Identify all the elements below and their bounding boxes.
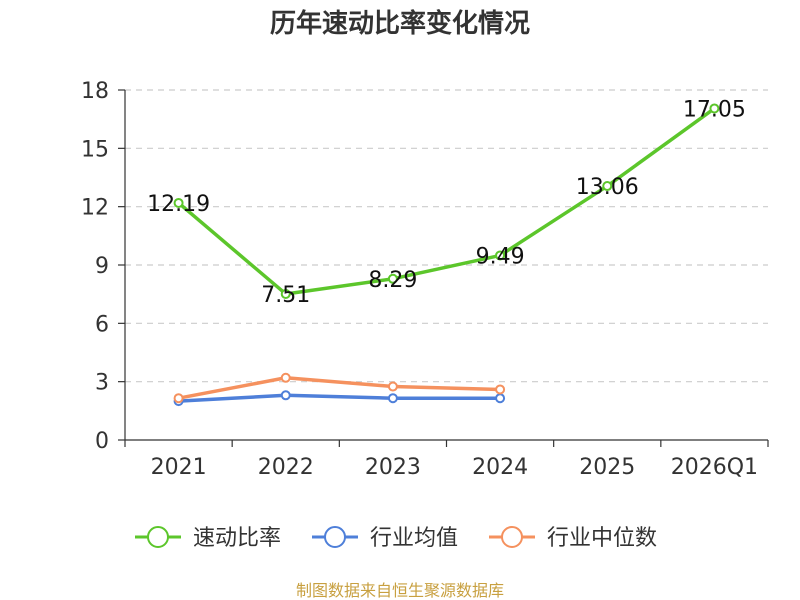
chart-title: 历年速动比率变化情况: [270, 8, 530, 39]
data-label: 9.49: [476, 244, 525, 269]
data-point: [495, 250, 506, 261]
legend-label: 速动比率: [193, 526, 281, 551]
series-line: [178, 376, 501, 400]
data-point: [387, 393, 398, 404]
x-tick-label: 2021: [151, 455, 207, 480]
data-labels: 12.19 7.51 8.29 9.49 13.06 17.05: [147, 97, 746, 308]
legend-label: 行业均值: [370, 526, 458, 551]
data-point: [387, 273, 398, 284]
y-tick-label: 18: [81, 79, 109, 104]
legend: 速动比率 行业均值 行业中位数: [135, 526, 657, 551]
data-point: [280, 288, 291, 299]
x-tick-label: 2022: [258, 455, 314, 480]
legend-label: 行业中位数: [547, 526, 657, 551]
series-line: [178, 393, 501, 403]
data-label: 13.06: [576, 175, 639, 200]
data-label: 8.29: [368, 268, 417, 293]
grid-lines: [125, 89, 768, 383]
series-lines: [173, 103, 720, 407]
data-point: [173, 197, 184, 208]
data-label: 7.51: [261, 283, 310, 308]
data-point: [173, 393, 184, 404]
legend-marker: [501, 526, 523, 548]
data-point: [495, 393, 506, 404]
data-point: [387, 381, 398, 392]
data-point: [280, 372, 291, 383]
data-point: [495, 384, 506, 395]
axes: 0 3 6 9 12 15 18 2021 2022 2023 2024 2025 2026Q1: [81, 79, 769, 480]
legend-marker: [324, 526, 346, 548]
y-tick-label: 12: [81, 196, 109, 221]
series-line: [177, 107, 716, 296]
data-point: [602, 181, 613, 192]
y-tick-label: 3: [95, 371, 109, 396]
y-tick-label: 6: [95, 312, 109, 337]
data-label: 17.05: [683, 97, 746, 122]
data-point: [709, 103, 720, 114]
x-tick-label: 2025: [579, 455, 635, 480]
legend-marker: [147, 526, 169, 548]
y-tick-label: 0: [95, 429, 109, 454]
y-tick-label: 15: [81, 137, 109, 162]
source-note: 制图数据来自恒生聚源数据库: [296, 581, 504, 600]
data-label: 12.19: [147, 192, 210, 217]
y-tick-label: 9: [95, 254, 109, 279]
data-point: [280, 390, 291, 401]
x-tick-label: 2024: [472, 455, 528, 480]
x-tick-label: 2023: [365, 455, 421, 480]
x-tick-label: 2026Q1: [671, 455, 758, 480]
